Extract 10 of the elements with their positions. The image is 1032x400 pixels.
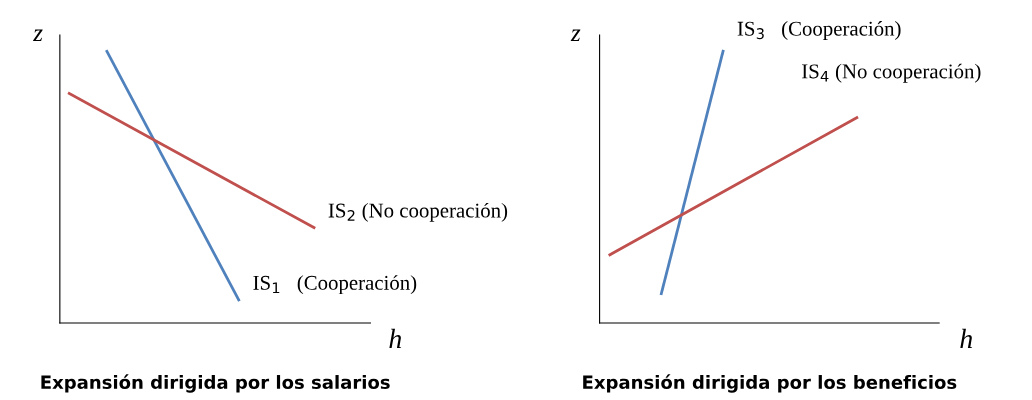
y-axis-title: z (570, 29, 581, 42)
text: Expansión dirigida por los salarios (41, 374, 390, 393)
x-axis-title: h (960, 328, 973, 349)
text: IS$_{3}$ (Cooperación) (737, 21, 901, 40)
series-label: IS$_{2}$ (No cooperación) (328, 202, 508, 222)
text: IS$_{1}$ (Cooperación) (253, 275, 417, 295)
text: IS$_{4}$ (No cooperación) (802, 63, 981, 83)
text: Expansión dirigida por los beneficios (583, 374, 957, 393)
y-axis-title: z (32, 29, 43, 42)
x-axis-title: h (389, 328, 402, 349)
